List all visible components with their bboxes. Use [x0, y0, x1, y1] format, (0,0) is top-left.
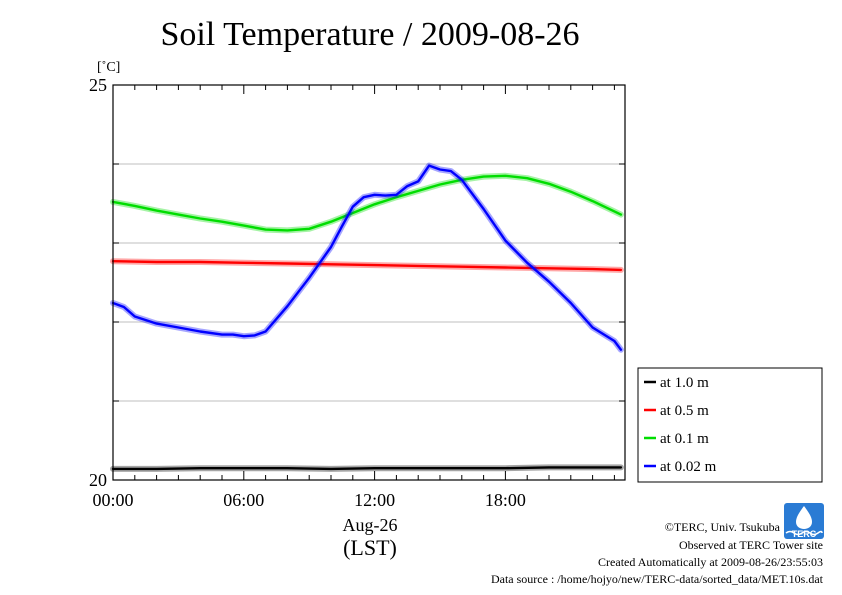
series-lines — [110, 162, 624, 472]
created-timestamp-text: Created Automatically at 2009-08-26/23:5… — [598, 555, 823, 569]
terc-logo: TERC — [784, 503, 824, 539]
x-tick-label: 00:00 — [92, 490, 133, 510]
logo-text: TERC — [792, 529, 817, 539]
water-drop-icon — [796, 506, 812, 529]
series-line — [111, 174, 623, 232]
legend-box — [637, 367, 823, 483]
data-source-text: Data source : /home/hojyo/new/TERC-data/… — [491, 572, 824, 586]
legend-label: at 0.02 m — [660, 459, 717, 475]
y-axis-unit-label: [˚C] — [97, 60, 120, 75]
chart-title: Soil Temperature / 2009-08-26 — [160, 16, 579, 53]
x-axis-date-label: Aug-26 — [343, 515, 398, 535]
legend: at 1.0 m at 0.5 m at 0.1 m at 0.02 m — [637, 367, 823, 483]
series-line — [111, 466, 623, 471]
y-tick-label: 25 — [89, 75, 107, 95]
series-line — [111, 260, 623, 272]
observed-site-text: Observed at TERC Tower site — [679, 538, 823, 552]
legend-label: at 0.1 m — [660, 431, 709, 447]
grid-lines — [113, 163, 625, 402]
legend-label: at 0.5 m — [660, 403, 709, 419]
x-tick-label: 12:00 — [354, 490, 395, 510]
y-tick-label: 20 — [89, 470, 107, 490]
axis-ticks: 20 25 00:00 06:00 12:00 18:00 — [89, 75, 625, 510]
legend-label: at 1.0 m — [660, 375, 709, 391]
x-tick-label: 06:00 — [223, 490, 264, 510]
plot-frame — [112, 84, 626, 481]
x-axis-timezone-label: (LST) — [343, 535, 397, 560]
series-line-halo — [110, 172, 624, 234]
copyright-text: ©TERC, Univ. Tsukuba — [665, 520, 781, 534]
wave-icon — [785, 530, 823, 536]
series-line — [111, 164, 623, 351]
x-tick-label: 18:00 — [485, 490, 526, 510]
